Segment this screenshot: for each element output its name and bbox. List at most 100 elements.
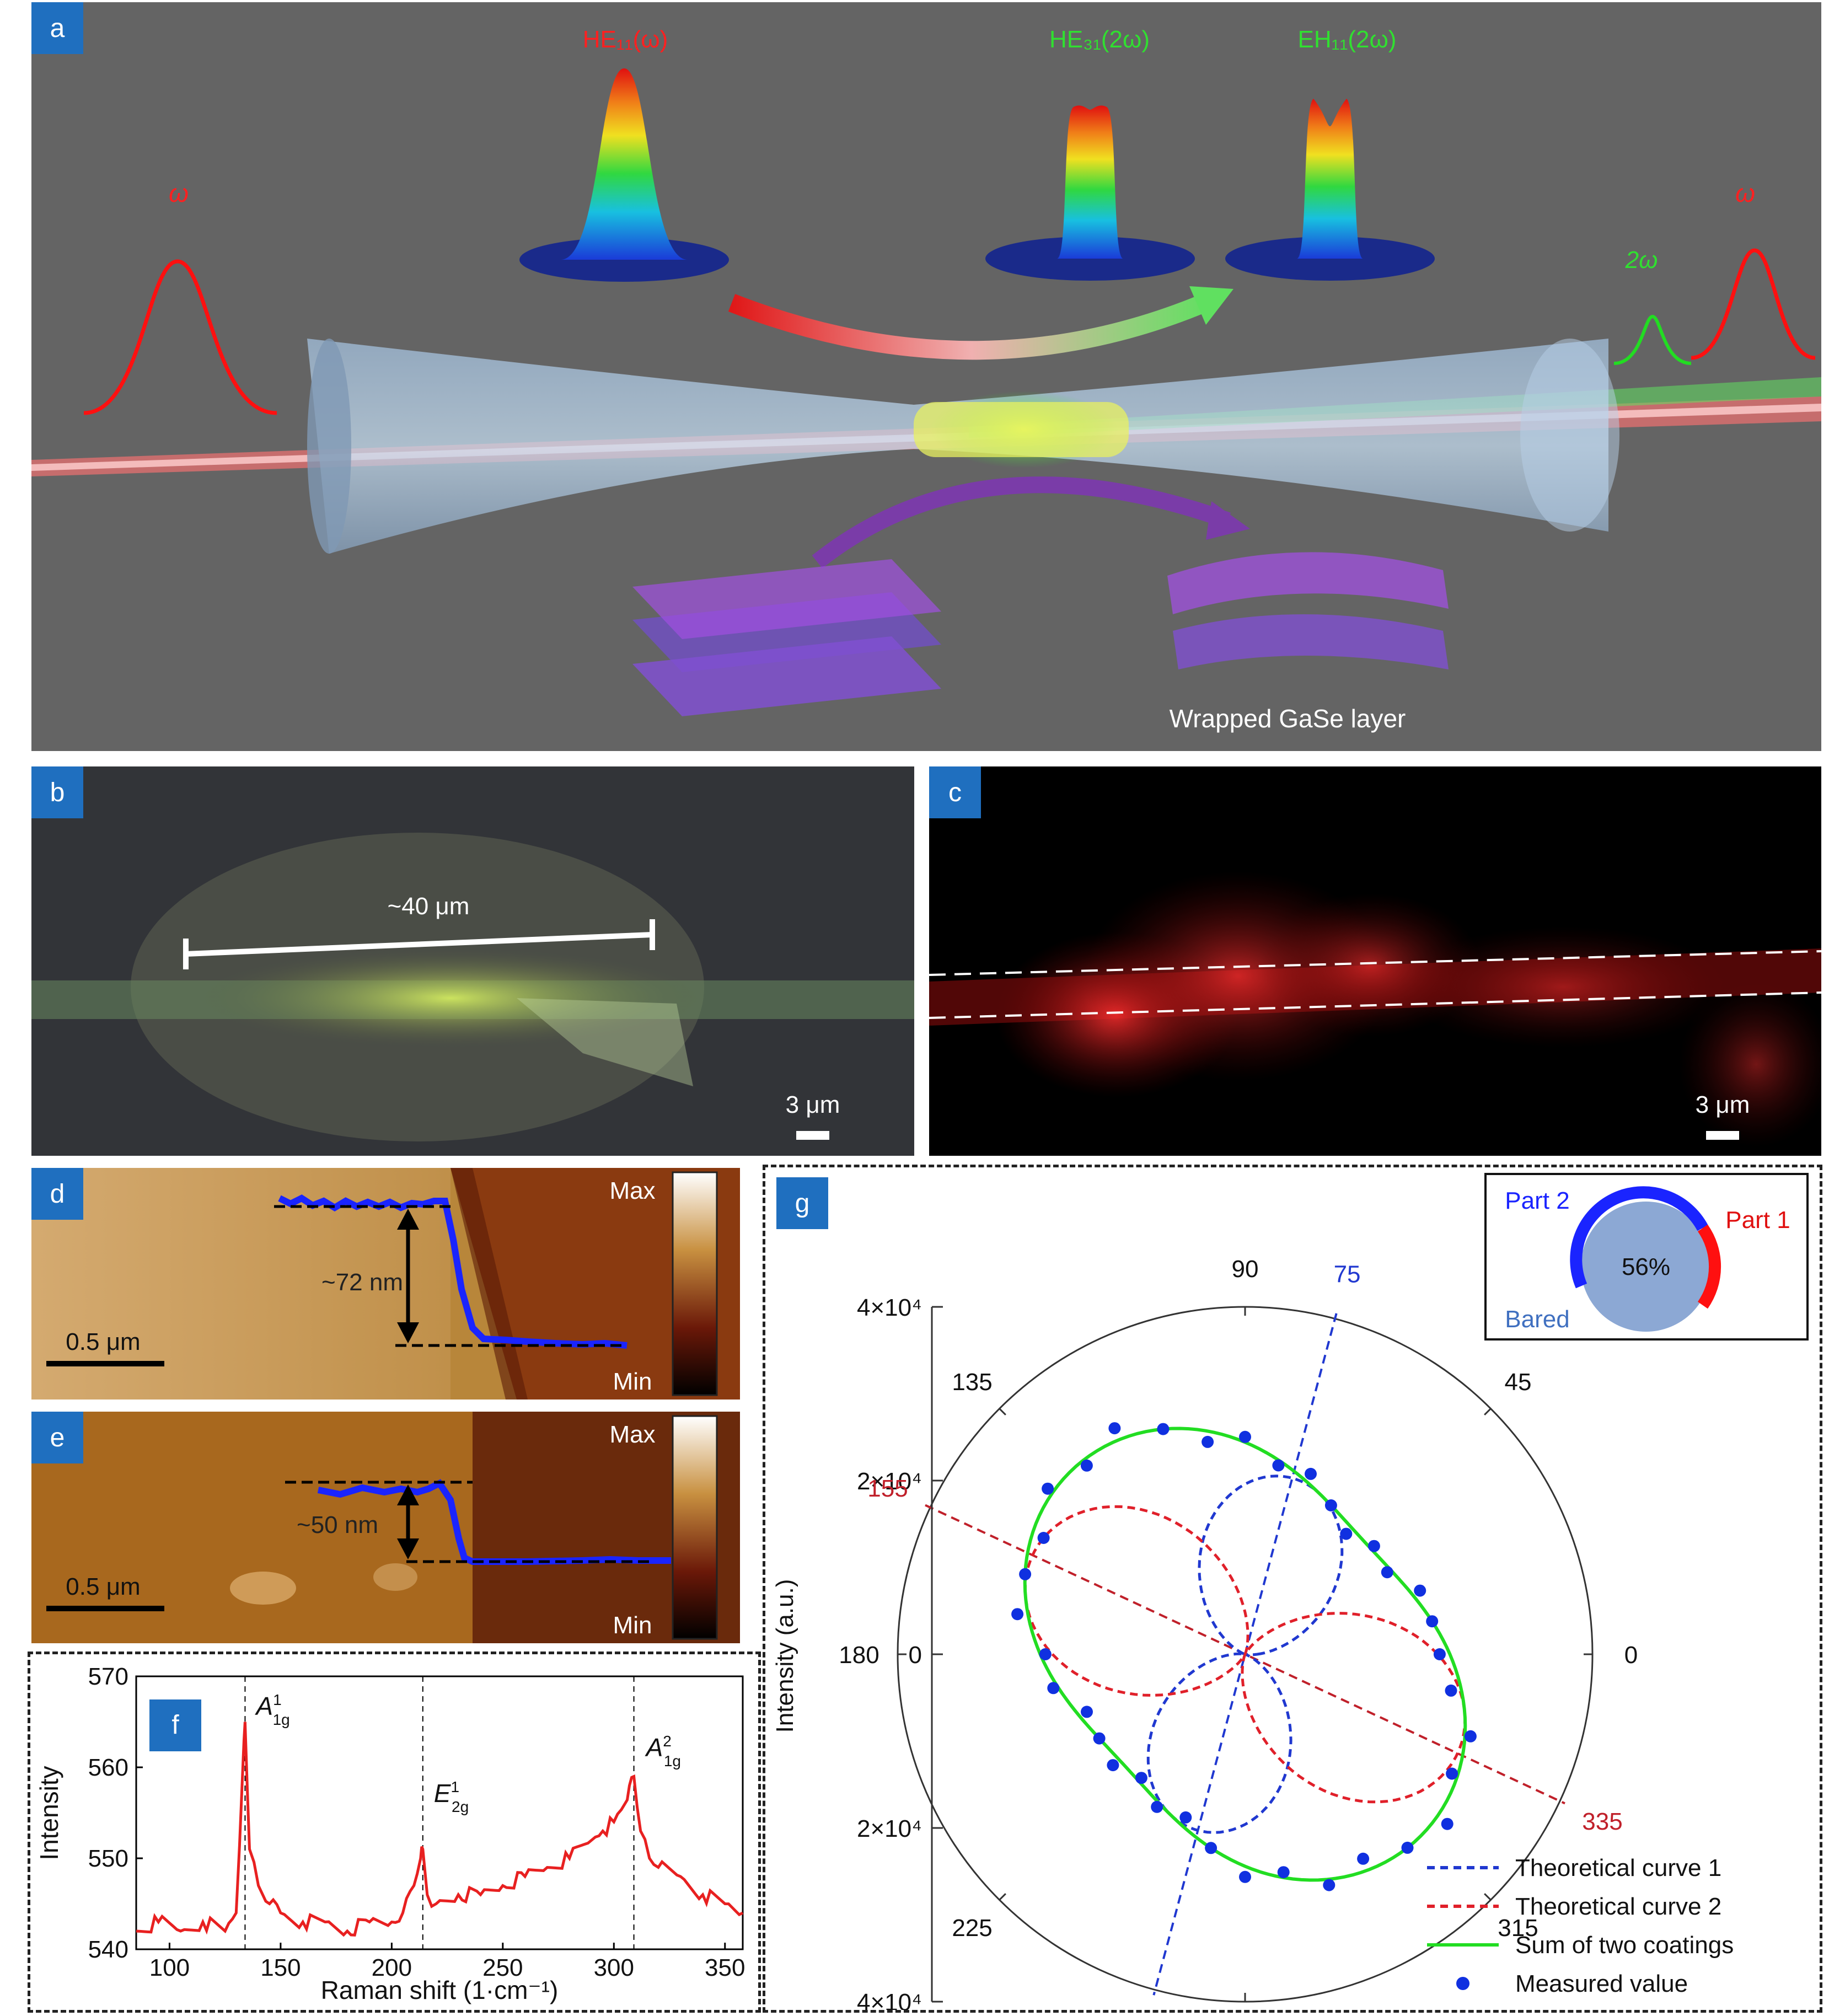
raman-ytick-label: 560 [88, 1754, 128, 1781]
measured-point [1464, 1730, 1477, 1742]
conversion-arrow [728, 291, 1215, 360]
inset-part2-label: Part 2 [1505, 1187, 1569, 1214]
mode-label-eh11: EH₁₁(2ω) [1298, 26, 1397, 53]
measured-point [1108, 1422, 1121, 1435]
polar-ylabel: Intensity (a.u.) [771, 1579, 798, 1733]
theoretical-curve-1 [1146, 1475, 1344, 1834]
panel-a: a [31, 2, 1821, 751]
gase-coating [914, 402, 1129, 457]
colorbar-max-d: Max [609, 1177, 655, 1204]
raman-spectrum [136, 1722, 744, 1937]
mode-label-he31: HE₃₁(2ω) [1049, 26, 1150, 53]
measured-point [1401, 1841, 1414, 1854]
axis-annotation-label: 75 [1334, 1261, 1361, 1288]
colorbar-max-e: Max [609, 1421, 655, 1448]
measured-point [1239, 1870, 1251, 1883]
scale-bar-e [46, 1606, 164, 1611]
panel-d: d ~72 nm 0.5 μm Max Min [31, 1168, 740, 1400]
afm-image-e: ~50 nm 0.5 μm Max Min [31, 1412, 740, 1643]
measured-point [1367, 1540, 1380, 1552]
theoretical-curve-2 [1023, 1505, 1467, 1804]
raman-xlabel: Raman shift (1·cm⁻¹) [321, 1976, 559, 2004]
colorbar-d [672, 1171, 718, 1396]
legend-curve1: Theoretical curve 1 [1515, 1854, 1721, 1881]
height-label-d: ~72 nm [321, 1269, 403, 1296]
radial-tick-label: 4×10⁴ [857, 1294, 922, 1321]
measured-point [1157, 1423, 1170, 1435]
legend-curve2: Theoretical curve 2 [1515, 1893, 1721, 1920]
measured-point [1445, 1684, 1457, 1697]
scale-label-b: 3 μm [786, 1091, 840, 1118]
measured-point [1179, 1811, 1192, 1824]
measured-point [1239, 1430, 1251, 1443]
polar-chart: 045901351802252703154×10⁴2×10⁴02×10⁴4×10… [771, 1173, 1809, 2010]
panel-g: g 045901351802252703154×10⁴2×10⁴02×10⁴4×… [765, 1167, 1820, 2010]
omega-left-label: ω [169, 179, 189, 207]
panel-b: b ~40 μm 3 μm [31, 766, 914, 1156]
raman-ytick-label: 570 [88, 1663, 128, 1690]
angle-label: 180 [839, 1642, 879, 1669]
measured-point [1441, 1817, 1454, 1830]
measured-point [1277, 1866, 1290, 1879]
radial-tick-label: 2×10⁴ [857, 1468, 922, 1495]
measured-point [1107, 1759, 1119, 1772]
angle-label: 0 [1624, 1642, 1638, 1669]
raman-xtick-label: 150 [260, 1954, 301, 1981]
raman-ytick-label: 550 [88, 1845, 128, 1872]
raman-ytick-label: 540 [88, 1936, 128, 1963]
legend-sum: Sum of two coatings [1515, 1932, 1734, 1959]
raman-xtick-label: 250 [482, 1954, 523, 1981]
peak-label: A1 1g [254, 1691, 289, 1728]
afm-image-d: ~72 nm 0.5 μm Max Min [31, 1168, 740, 1400]
angle-label: 45 [1504, 1369, 1531, 1396]
gase-flat-layers [632, 559, 941, 716]
peak-label: A2 1g [645, 1733, 681, 1770]
wrapping-arrow [812, 476, 1231, 569]
panel-c-image: 3 μm [929, 871, 1821, 1147]
input-pulse [83, 259, 277, 415]
raman-xtick-label: 300 [594, 1954, 634, 1981]
coating-inset: 56% Part 2 Part 1 Bared [1484, 1173, 1809, 1341]
measured-point [1151, 1800, 1163, 1813]
measured-point [1047, 1682, 1060, 1695]
measured-point [1011, 1608, 1024, 1621]
radial-tick-label: 4×10⁴ [857, 1989, 922, 2010]
sh-pulse [1613, 314, 1692, 365]
panel-label-f: f [171, 1711, 179, 1740]
height-profile-d [278, 1194, 627, 1349]
measured-point [1039, 1648, 1052, 1660]
length-label: ~40 μm [388, 893, 470, 920]
measured-point [1433, 1648, 1446, 1660]
measured-point [1414, 1584, 1426, 1597]
measured-point [1093, 1732, 1106, 1745]
legend-measured: Measured value [1515, 1970, 1688, 1997]
inset-bared-label: Bared [1505, 1306, 1569, 1333]
measured-point [1081, 1706, 1093, 1718]
scale-label-e: 0.5 μm [66, 1573, 140, 1600]
panel-e: e ~50 nm 0.5 μm Max Min [31, 1412, 740, 1643]
measured-point [1037, 1532, 1050, 1544]
panel-label-c: c [929, 766, 981, 818]
colorbar-min-e: Min [613, 1612, 652, 1639]
radial-tick-label: 0 [909, 1642, 922, 1669]
angle-tick [1484, 1408, 1492, 1416]
inset-part2-arc [1570, 1186, 1708, 1289]
measured-point [1202, 1435, 1214, 1448]
raman-ylabel: Intensity [35, 1766, 63, 1860]
raman-xtick-label: 350 [705, 1954, 745, 1981]
mode-he31 [1057, 105, 1123, 259]
gase-wrapped-layers [1167, 552, 1449, 669]
mode-eh11 [1297, 99, 1363, 259]
panel-f: 100 150 200 250 300 350 540 550 560 570 A1 1g E1 2g A… [30, 1654, 758, 2010]
panel-label-f-bg [149, 1699, 201, 1751]
scale-bar-c [1706, 1131, 1739, 1140]
omega-right-label: ω [1735, 179, 1755, 207]
panel-label-a: a [31, 2, 83, 54]
scale-label-d: 0.5 μm [66, 1328, 140, 1355]
axis-annotation-label: 155 [867, 1475, 908, 1502]
angle-tick [1484, 1893, 1492, 1901]
gase-flake [197, 948, 704, 1048]
angle-label: 315 [1498, 1915, 1538, 1942]
measured-point [1205, 1842, 1218, 1854]
panel-label-d: d [31, 1168, 83, 1220]
